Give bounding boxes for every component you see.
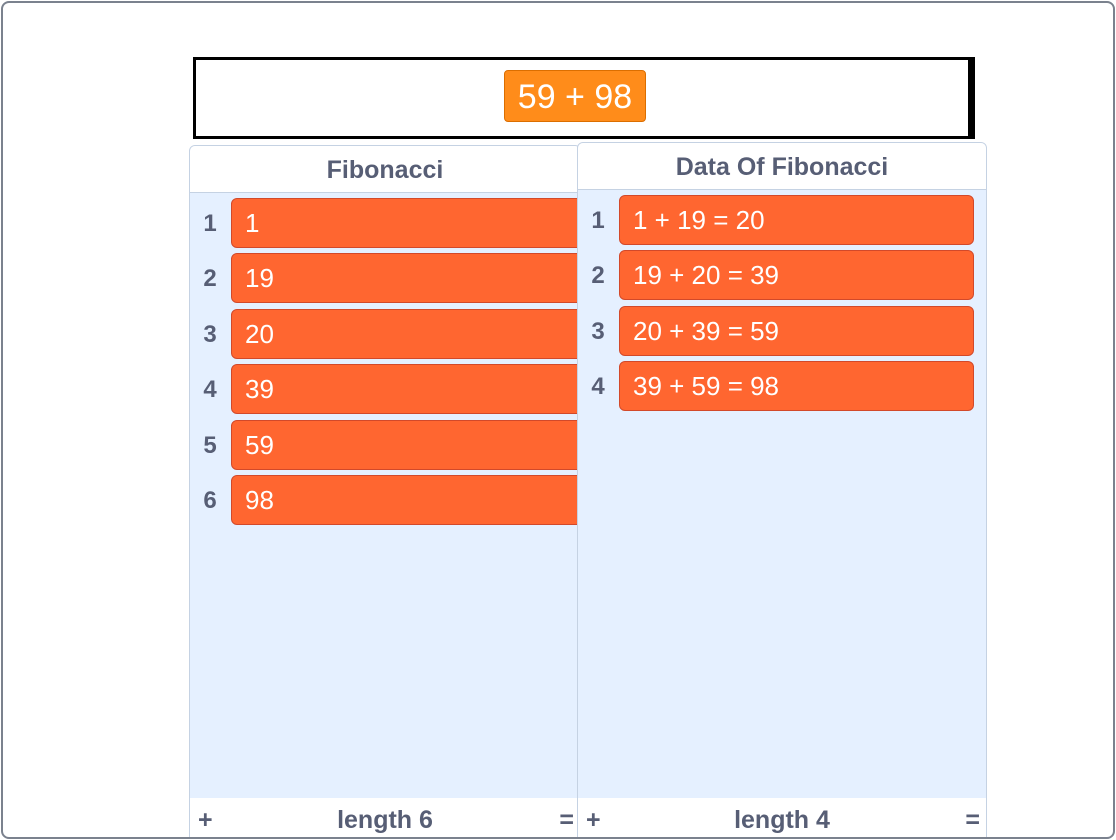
list-title: Fibonacci — [190, 146, 580, 193]
list-item[interactable]: 1 1 — [190, 198, 580, 250]
item-value[interactable]: 19 — [231, 253, 580, 303]
item-index: 6 — [203, 487, 217, 514]
data-of-fibonacci-list-monitor[interactable]: Data Of Fibonacci 1 1 + 19 = 20 2 19 + 2… — [577, 142, 987, 837]
item-index: 2 — [591, 262, 605, 289]
item-index: 2 — [203, 265, 217, 292]
item-value[interactable]: 1 + 19 = 20 — [619, 195, 974, 245]
item-index: 4 — [203, 376, 217, 403]
list-footer: + length 6 = — [190, 798, 580, 837]
list-item[interactable]: 5 59 — [190, 420, 580, 472]
item-index: 1 — [203, 210, 217, 237]
list-title: Data Of Fibonacci — [578, 143, 986, 190]
item-value[interactable]: 20 — [231, 309, 580, 359]
list-item[interactable]: 2 19 — [190, 253, 580, 305]
list-item[interactable]: 4 39 + 59 = 98 — [578, 361, 986, 413]
item-value[interactable]: 20 + 39 = 59 — [619, 306, 974, 356]
list-item[interactable]: 4 39 — [190, 364, 580, 416]
fibonacci-list-monitor[interactable]: Fibonacci 1 1 2 19 3 20 4 39 5 59 6 98 +… — [189, 145, 581, 837]
item-value[interactable]: 19 + 20 = 39 — [619, 250, 974, 300]
item-value[interactable]: 39 — [231, 364, 580, 414]
list-item[interactable]: 6 98 — [190, 475, 580, 527]
item-value[interactable]: 1 — [231, 198, 580, 248]
item-value[interactable]: 39 + 59 = 98 — [619, 361, 974, 411]
add-item-button[interactable]: + — [586, 806, 601, 834]
list-item[interactable]: 2 19 + 20 = 39 — [578, 250, 986, 302]
say-frame: 59 + 98 — [193, 57, 975, 139]
item-index: 1 — [591, 207, 605, 234]
resize-handle[interactable]: = — [559, 806, 574, 834]
resize-handle[interactable]: = — [965, 806, 980, 834]
list-length: length 6 — [337, 806, 433, 834]
list-footer: + length 4 = — [578, 798, 986, 837]
item-index: 3 — [591, 318, 605, 345]
item-index: 4 — [591, 373, 605, 400]
item-index: 5 — [203, 432, 217, 459]
list-item[interactable]: 3 20 — [190, 309, 580, 361]
item-value[interactable]: 59 — [231, 420, 580, 470]
item-value[interactable]: 98 — [231, 475, 580, 525]
add-item-button[interactable]: + — [198, 806, 213, 834]
item-index: 3 — [203, 321, 217, 348]
list-length: length 4 — [734, 806, 830, 834]
list-item[interactable]: 3 20 + 39 = 59 — [578, 306, 986, 358]
list-item[interactable]: 1 1 + 19 = 20 — [578, 195, 986, 247]
say-bubble: 59 + 98 — [504, 70, 646, 122]
